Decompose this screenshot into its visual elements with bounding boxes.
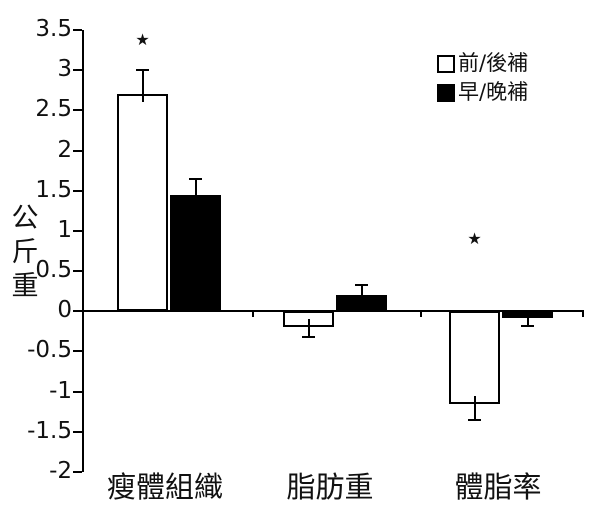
y-tick-label: -1.5 bbox=[27, 417, 72, 444]
y-tick-label: 2.5 bbox=[35, 96, 72, 123]
y-tick-label: -2 bbox=[49, 458, 72, 484]
y-tick bbox=[73, 471, 82, 473]
error-bar-cap bbox=[521, 324, 534, 327]
y-tick bbox=[73, 189, 82, 192]
legend-swatch-open-square bbox=[437, 54, 455, 73]
y-tick bbox=[73, 270, 82, 273]
error-bar-stem bbox=[194, 178, 197, 203]
error-bar-cap bbox=[468, 418, 481, 421]
error-bar-stem bbox=[360, 284, 363, 304]
y-tick bbox=[73, 29, 82, 31]
y-tick-label: -0.5 bbox=[27, 337, 72, 364]
significance-marker: ★ bbox=[135, 29, 150, 49]
y-tick bbox=[73, 229, 82, 232]
y-axis-title: 公斤重 bbox=[11, 203, 39, 302]
error-bar-stem bbox=[473, 395, 476, 420]
y-tick bbox=[73, 69, 82, 72]
legend: 前/後補 早/晚補 bbox=[437, 51, 529, 110]
y-tick bbox=[73, 149, 82, 152]
legend-label: 早/晚補 bbox=[458, 80, 529, 105]
error-bar-stem bbox=[526, 309, 529, 326]
x-category-label: 瘦體組織 bbox=[106, 470, 223, 504]
bar bbox=[170, 194, 221, 312]
bar bbox=[117, 94, 168, 312]
x-axis-tick bbox=[420, 312, 422, 318]
legend-swatch-filled-square bbox=[437, 83, 455, 102]
y-tick bbox=[73, 350, 82, 353]
legend-label: 前/後補 bbox=[458, 51, 529, 75]
y-tick bbox=[73, 390, 82, 393]
y-tick bbox=[73, 109, 82, 112]
x-category-label: 脂肪重 bbox=[286, 470, 374, 504]
y-tick-label: -1 bbox=[49, 377, 72, 404]
error-bar-cap bbox=[136, 69, 149, 72]
y-tick-label: 0.5 bbox=[35, 257, 72, 284]
legend-item: 前/後補 bbox=[437, 51, 529, 75]
x-axis-tick bbox=[252, 312, 254, 318]
legend-item: 早/晚補 bbox=[437, 80, 529, 105]
error-bar-cap bbox=[355, 283, 368, 286]
error-bar-cap bbox=[302, 335, 315, 338]
error-bar-stem bbox=[307, 319, 310, 337]
error-bar-stem bbox=[141, 70, 144, 103]
y-tick-label: 2 bbox=[57, 136, 72, 163]
x-axis-tick bbox=[582, 312, 584, 318]
y-tick bbox=[73, 430, 82, 433]
x-category-label: 體脂率 bbox=[454, 470, 542, 504]
bar bbox=[449, 311, 500, 404]
y-tick-label: 1 bbox=[57, 216, 72, 243]
y-axis-line bbox=[82, 30, 84, 472]
error-bar-cap bbox=[189, 177, 202, 180]
y-tick-label: 3.5 bbox=[35, 16, 72, 42]
y-tick bbox=[73, 310, 82, 313]
y-tick-label: 0 bbox=[57, 297, 72, 324]
y-tick-label: 3 bbox=[57, 56, 72, 83]
x-axis-line bbox=[82, 310, 584, 313]
y-tick-label: 1.5 bbox=[35, 176, 72, 203]
significance-marker: ★ bbox=[467, 228, 482, 248]
